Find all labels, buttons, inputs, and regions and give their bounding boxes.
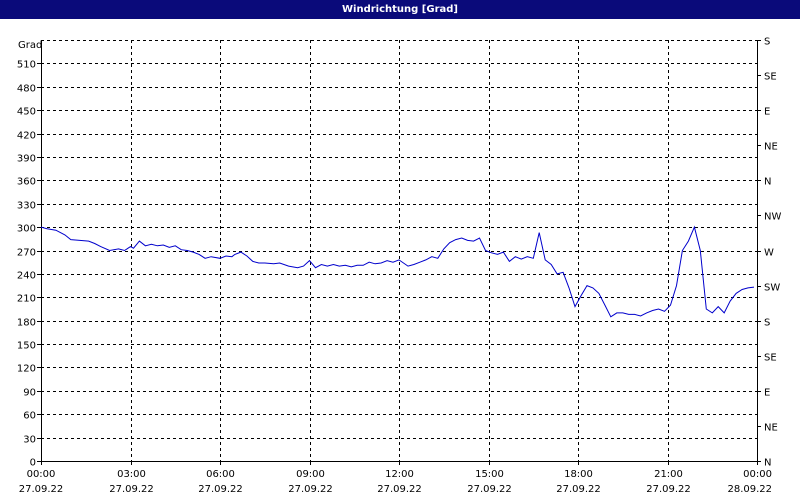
x-tick-time: 21:00: [654, 469, 683, 480]
x-tick-date: 27.09.22: [19, 484, 64, 495]
right-axis-label: NE: [764, 142, 778, 153]
x-tick-time: 03:00: [117, 469, 146, 480]
x-tick-date: 27.09.22: [198, 484, 243, 495]
x-tick-date: 27.09.22: [288, 484, 333, 495]
y-tick-label: 240: [17, 271, 36, 282]
y-tick-label: 210: [17, 294, 36, 305]
y-tick-label: 420: [17, 131, 36, 142]
y-tick-label: 270: [17, 248, 36, 259]
right-axis-label: S: [764, 318, 770, 329]
x-tick-date: 28.09.22: [727, 484, 772, 495]
x-tick-time: 06:00: [206, 469, 235, 480]
right-axis-label: SE: [764, 353, 777, 364]
y-tick-label: 480: [17, 84, 36, 95]
right-axis-label: N: [764, 458, 771, 469]
y-tick-label: 150: [17, 341, 36, 352]
right-axis-label: E: [764, 388, 770, 399]
x-tick-date: 27.09.22: [556, 484, 601, 495]
right-axis-label: SE: [764, 72, 777, 83]
x-tick-time: 09:00: [296, 469, 325, 480]
y-tick-label: 330: [17, 201, 36, 212]
y-tick-label: 30: [23, 435, 36, 446]
y-tick-label: 60: [23, 411, 36, 422]
x-tick-date: 27.09.22: [467, 484, 512, 495]
y-tick-label: 360: [17, 177, 36, 188]
y-tick-label: 0: [30, 458, 36, 469]
x-tick-time: 15:00: [475, 469, 504, 480]
y-tick-label: 300: [17, 224, 36, 235]
y-tick-label: 450: [17, 107, 36, 118]
chart-title: Windrichtung [Grad]: [0, 0, 800, 19]
right-axis-label: N: [764, 177, 771, 188]
y-tick-label: 390: [17, 154, 36, 165]
x-tick-date: 27.09.22: [646, 484, 691, 495]
right-axis-label: S: [764, 37, 770, 48]
right-axis-label: W: [764, 248, 774, 259]
y-tick-label: 120: [17, 364, 36, 375]
x-tick-date: 27.09.22: [109, 484, 154, 495]
right-axis-label: SW: [764, 283, 780, 294]
series-line: [40, 225, 755, 318]
x-tick-time: 18:00: [564, 469, 593, 480]
x-tick-time: 12:00: [385, 469, 414, 480]
x-tick-date: 27.09.22: [377, 484, 422, 495]
y-axis-label: Grad: [18, 40, 42, 51]
y-tick-label: 510: [17, 60, 36, 71]
y-tick-label: 180: [17, 318, 36, 329]
x-tick-time: 00:00: [743, 469, 772, 480]
right-axis-label: E: [764, 107, 770, 118]
y-tick-label: 90: [23, 388, 36, 399]
right-axis-label: NE: [764, 423, 778, 434]
x-tick-time: 00:00: [27, 469, 56, 480]
right-axis-label: NW: [764, 212, 781, 223]
